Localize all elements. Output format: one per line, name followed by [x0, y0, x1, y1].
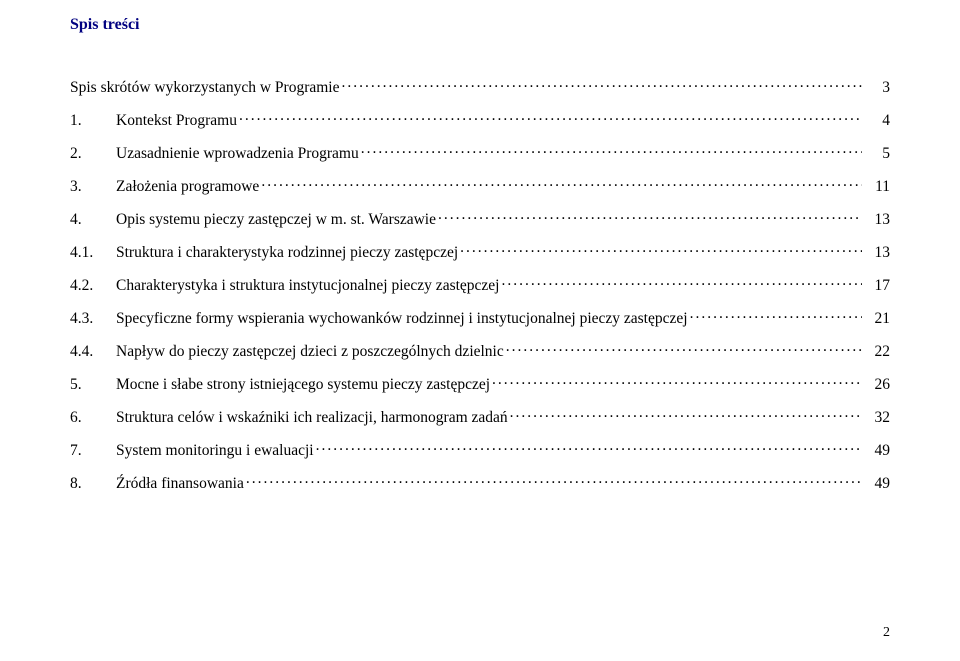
toc-entry-page: 21: [862, 311, 890, 327]
toc-leader-dots: [690, 307, 862, 323]
toc-entry-number: 6.: [70, 410, 116, 426]
toc-leader-dots: [460, 241, 862, 257]
toc-entry-page: 49: [862, 443, 890, 459]
toc-entry-text: Spis skrótów wykorzystanych w Programie: [70, 80, 342, 96]
toc-entry-number: 1.: [70, 113, 116, 129]
toc-entry: Spis skrótów wykorzystanych w Programie …: [70, 76, 890, 95]
toc-leader-dots: [501, 274, 862, 290]
toc-entry-page: 13: [862, 212, 890, 228]
toc-entry-page: 49: [862, 476, 890, 492]
toc-leader-dots: [506, 340, 862, 356]
toc-leader-dots: [361, 142, 862, 158]
document-page: Spis treści Spis skrótów wykorzystanych …: [0, 0, 960, 661]
toc-leader-dots: [510, 406, 862, 422]
page-title: Spis treści: [70, 16, 890, 34]
toc-entry-text: Mocne i słabe strony istniejącego system…: [116, 377, 492, 393]
toc-entry-text: Struktura celów i wskaźniki ich realizac…: [116, 410, 510, 426]
toc-entry: 4.1. Struktura i charakterystyka rodzinn…: [70, 241, 890, 260]
toc-entry-text: System monitoringu i ewaluacji: [116, 443, 316, 459]
toc-leader-dots: [342, 76, 863, 92]
toc-entry-number: 5.: [70, 377, 116, 393]
toc-leader-dots: [438, 208, 862, 224]
toc-entry: 4. Opis systemu pieczy zastępczej w m. s…: [70, 208, 890, 227]
toc-entry-number: 4.3.: [70, 311, 116, 327]
toc-entry-number: 4.2.: [70, 278, 116, 294]
toc-entry-page: 3: [862, 80, 890, 96]
toc-entry-number: 2.: [70, 146, 116, 162]
toc-leader-dots: [492, 373, 862, 389]
toc-entry-number: 3.: [70, 179, 116, 195]
toc-leader-dots: [246, 472, 862, 488]
toc-leader-dots: [316, 439, 862, 455]
toc-entry-text: Specyficzne formy wspierania wychowanków…: [116, 311, 690, 327]
toc-entry-text: Charakterystyka i struktura instytucjona…: [116, 278, 501, 294]
toc-entry-number: 8.: [70, 476, 116, 492]
toc-entry: 7. System monitoringu i ewaluacji 49: [70, 439, 890, 458]
page-number: 2: [883, 625, 890, 641]
toc-entry-page: 13: [862, 245, 890, 261]
toc-entry-number: 4.1.: [70, 245, 116, 261]
toc-entry: 5. Mocne i słabe strony istniejącego sys…: [70, 373, 890, 392]
toc-entry: 2. Uzasadnienie wprowadzenia Programu 5: [70, 142, 890, 161]
table-of-contents: Spis skrótów wykorzystanych w Programie …: [70, 76, 890, 491]
toc-entry: 1. Kontekst Programu 4: [70, 109, 890, 128]
toc-entry: 4.3. Specyficzne formy wspierania wychow…: [70, 307, 890, 326]
toc-entry: 4.4. Napływ do pieczy zastępczej dzieci …: [70, 340, 890, 359]
toc-leader-dots: [261, 175, 862, 191]
toc-entry: 3. Założenia programowe 11: [70, 175, 890, 194]
toc-entry-page: 4: [862, 113, 890, 129]
toc-entry-text: Napływ do pieczy zastępczej dzieci z pos…: [116, 344, 506, 360]
toc-entry-text: Założenia programowe: [116, 179, 261, 195]
toc-entry-number: 4.4.: [70, 344, 116, 360]
toc-entry-number: 4.: [70, 212, 116, 228]
toc-entry-page: 26: [862, 377, 890, 393]
toc-entry-text: Struktura i charakterystyka rodzinnej pi…: [116, 245, 460, 261]
toc-entry-text: Źródła finansowania: [116, 476, 246, 492]
toc-entry-page: 11: [862, 179, 890, 195]
toc-entry-page: 32: [862, 410, 890, 426]
toc-entry-number: 7.: [70, 443, 116, 459]
toc-entry-page: 17: [862, 278, 890, 294]
toc-entry-text: Uzasadnienie wprowadzenia Programu: [116, 146, 361, 162]
toc-entry-text: Kontekst Programu: [116, 113, 239, 129]
toc-entry: 6. Struktura celów i wskaźniki ich reali…: [70, 406, 890, 425]
toc-leader-dots: [239, 109, 862, 125]
toc-entry: 4.2. Charakterystyka i struktura instytu…: [70, 274, 890, 293]
toc-entry: 8. Źródła finansowania 49: [70, 472, 890, 491]
toc-entry-page: 5: [862, 146, 890, 162]
toc-entry-page: 22: [862, 344, 890, 360]
toc-entry-text: Opis systemu pieczy zastępczej w m. st. …: [116, 212, 438, 228]
